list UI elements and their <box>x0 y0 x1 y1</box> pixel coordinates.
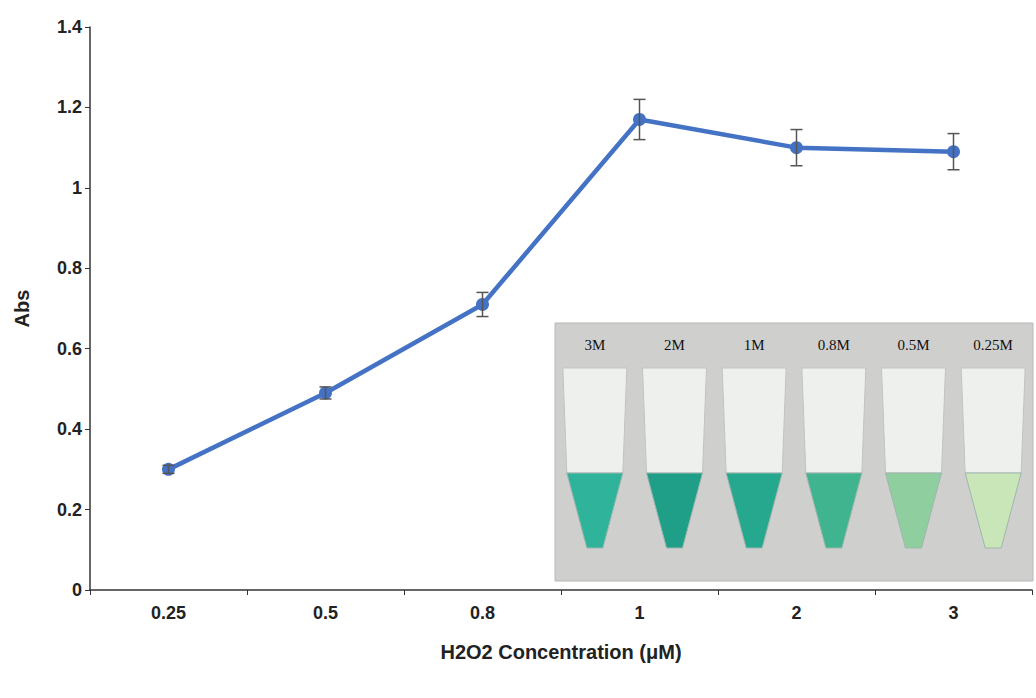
svg-text:0.8M: 0.8M <box>818 337 850 353</box>
svg-text:1.4: 1.4 <box>57 17 82 37</box>
svg-text:0.4: 0.4 <box>57 419 82 439</box>
svg-text:3: 3 <box>948 603 958 623</box>
svg-text:1M: 1M <box>744 337 765 353</box>
svg-text:3M: 3M <box>584 337 605 353</box>
svg-text:Abs: Abs <box>11 290 33 328</box>
svg-text:0.5M: 0.5M <box>897 337 929 353</box>
svg-text:0.25: 0.25 <box>151 603 186 623</box>
svg-text:2: 2 <box>791 603 801 623</box>
svg-text:1: 1 <box>72 178 82 198</box>
svg-text:0.2: 0.2 <box>57 500 82 520</box>
svg-text:0: 0 <box>72 580 82 600</box>
svg-text:1: 1 <box>634 603 644 623</box>
svg-text:2M: 2M <box>664 337 685 353</box>
svg-text:H2O2 Concentration (μM): H2O2 Concentration (μM) <box>440 641 681 663</box>
svg-text:0.6: 0.6 <box>57 339 82 359</box>
svg-text:0.8: 0.8 <box>470 603 495 623</box>
svg-text:0.8: 0.8 <box>57 258 82 278</box>
svg-text:0.5: 0.5 <box>313 603 338 623</box>
svg-text:0.25M: 0.25M <box>973 337 1013 353</box>
svg-text:1.2: 1.2 <box>57 97 82 117</box>
